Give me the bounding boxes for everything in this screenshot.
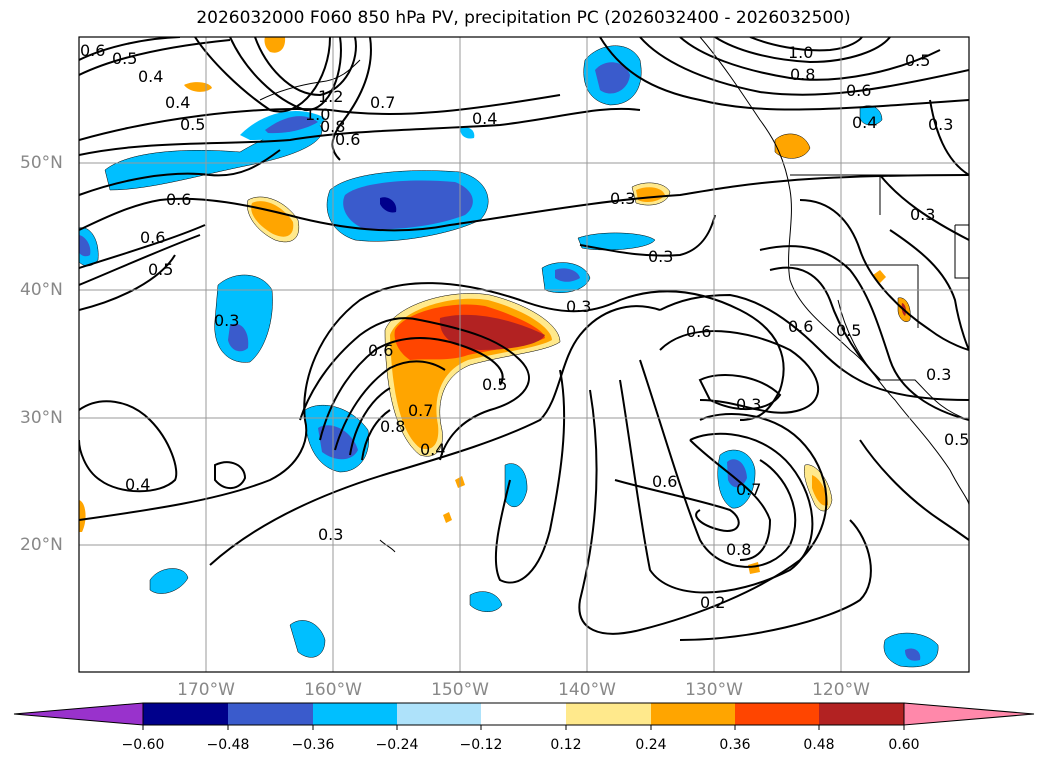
- colorbar-tick-label: −0.12: [459, 737, 503, 753]
- contour-label: 0.6: [166, 190, 191, 209]
- contour-label: 0.4: [125, 475, 150, 494]
- contour-label: 0.3: [318, 525, 343, 544]
- contour-label: 0.3: [736, 395, 761, 414]
- colorbar-tick-label: 0.36: [719, 737, 751, 753]
- contour-label: 0.2: [700, 593, 725, 612]
- contour-label: 0.5: [482, 375, 507, 394]
- contour-label: 0.5: [112, 49, 137, 68]
- lat-tick-label: 50°N: [20, 153, 63, 173]
- colorbar-tick-label: −0.60: [121, 737, 165, 753]
- precip-shading: [79, 37, 939, 668]
- contour-label: 0.4: [165, 93, 190, 112]
- contour-label: 0.5: [180, 115, 205, 134]
- lat-tick-label: 20°N: [20, 535, 63, 555]
- contour-label: 0.5: [836, 321, 861, 340]
- gridlines: [79, 37, 969, 672]
- pv-contour-labels: 0.6 0.5 0.4 0.4 0.5 1.2 1.0 0.8 0.7 0.6 …: [80, 41, 969, 612]
- contour-label: 1.2: [318, 87, 343, 106]
- contour-label: 0.5: [148, 260, 173, 279]
- coastlines: [259, 37, 969, 553]
- colorbar-tick-label: 0.60: [888, 737, 920, 753]
- contour-label: 0.8: [790, 65, 815, 84]
- contour-label: 0.3: [610, 189, 635, 208]
- contour-label: 0.6: [140, 228, 165, 247]
- contour-label: 0.7: [736, 480, 761, 499]
- lat-tick-label: 40°N: [20, 280, 63, 300]
- contour-label: 0.4: [472, 109, 497, 128]
- contour-label: 0.7: [408, 401, 433, 420]
- contour-label: 0.5: [944, 430, 969, 449]
- lon-tick-label: 160°W: [304, 680, 362, 700]
- contour-label: 0.3: [926, 365, 951, 384]
- contour-label: 0.6: [368, 341, 393, 360]
- contour-label: 0.3: [910, 205, 935, 224]
- lon-tick-label: 120°W: [812, 680, 870, 700]
- contour-label: 0.5: [905, 51, 930, 70]
- colorbar: [13, 702, 1035, 730]
- map-title: 2026032000 F060 850 hPa PV, precipitatio…: [196, 8, 851, 28]
- contour-label: 1.0: [788, 43, 813, 62]
- contour-label: 0.6: [686, 322, 711, 341]
- lon-tick-label: 170°W: [177, 680, 235, 700]
- contour-label: 0.8: [726, 540, 751, 559]
- colorbar-tick-label: −0.48: [206, 737, 250, 753]
- lon-tick-label: 140°W: [558, 680, 616, 700]
- contour-label: 0.8: [380, 417, 405, 436]
- colorbar-tick-label: 0.12: [550, 737, 582, 753]
- contour-label: 0.8: [320, 117, 345, 136]
- contour-label: 0.6: [652, 472, 677, 491]
- contour-label: 0.6: [80, 41, 105, 60]
- contour-label: 0.4: [852, 113, 877, 132]
- lon-tick-label: 150°W: [431, 680, 489, 700]
- map-frame: [78, 36, 970, 673]
- contour-label: 0.4: [138, 67, 163, 86]
- colorbar-tick-label: 0.48: [803, 737, 835, 753]
- contour-label: 0.3: [928, 115, 953, 134]
- contour-label: 0.7: [370, 93, 395, 112]
- contour-label: 0.4: [420, 440, 445, 459]
- colorbar-tick-label: −0.24: [375, 737, 419, 753]
- contour-label: 0.6: [788, 317, 813, 336]
- lat-tick-label: 30°N: [20, 408, 63, 428]
- contour-label: 0.6: [846, 81, 871, 100]
- colorbar-tick-label: −0.36: [291, 737, 335, 753]
- contour-label: 0.6: [335, 130, 360, 149]
- contour-label: 0.3: [648, 247, 673, 266]
- contour-label: 0.3: [214, 311, 239, 330]
- map-area: 0.6 0.5 0.4 0.4 0.5 1.2 1.0 0.8 0.7 0.6 …: [79, 37, 969, 672]
- lon-tick-label: 130°W: [685, 680, 743, 700]
- contour-label: 1.0: [305, 105, 330, 124]
- contour-label: 0.3: [566, 297, 591, 316]
- colorbar-tick-label: 0.24: [635, 737, 667, 753]
